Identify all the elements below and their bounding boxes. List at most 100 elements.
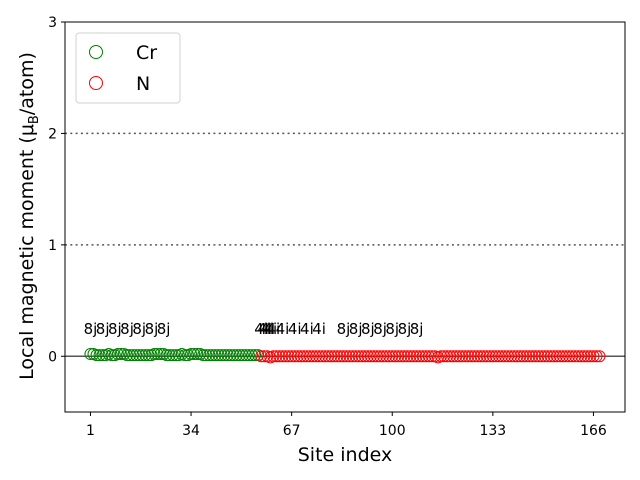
- data-point: [410, 350, 423, 363]
- data-point: [215, 349, 228, 362]
- data-point: [142, 349, 155, 362]
- data-point: [203, 349, 216, 362]
- data-point: [584, 350, 597, 363]
- data-point: [581, 350, 594, 363]
- data-point: [169, 349, 182, 362]
- data-point: [529, 350, 542, 363]
- y-tick-label: 1: [48, 238, 57, 254]
- data-point: [258, 350, 271, 363]
- data-point: [331, 350, 344, 363]
- y-tick-label: 2: [48, 126, 57, 142]
- data-point: [578, 350, 591, 363]
- data-point: [93, 349, 106, 362]
- data-point: [380, 350, 393, 363]
- data-point: [587, 350, 600, 363]
- y-tick-label: 0: [48, 349, 57, 365]
- annotation: 4i: [267, 320, 281, 338]
- annotation: 4i: [300, 320, 314, 338]
- data-point: [297, 350, 310, 363]
- x-tick-label: 100: [379, 423, 406, 439]
- data-point: [593, 350, 606, 363]
- data-point: [502, 350, 515, 363]
- data-point: [303, 350, 316, 363]
- data-point: [407, 350, 420, 363]
- data-point: [419, 350, 432, 363]
- annotation: 8j: [157, 320, 171, 338]
- data-point: [386, 350, 399, 363]
- data-point: [404, 350, 417, 363]
- data-point: [267, 350, 280, 363]
- data-point: [136, 349, 149, 362]
- data-point: [249, 349, 262, 362]
- data-point: [163, 349, 176, 362]
- data-point: [316, 350, 329, 363]
- legend-frame: [75, 32, 181, 104]
- data-point: [346, 350, 359, 363]
- data-point: [398, 350, 411, 363]
- data-point: [523, 350, 536, 363]
- data-point: [151, 348, 164, 361]
- x-axis-label: Site index: [298, 444, 393, 466]
- data-point: [105, 349, 118, 362]
- data-point: [124, 349, 137, 362]
- data-point: [200, 349, 213, 362]
- data-point: [255, 350, 268, 363]
- data-point: [114, 348, 127, 361]
- data-point: [282, 350, 295, 363]
- annotation: 8j: [120, 320, 134, 338]
- data-point: [227, 349, 240, 362]
- data-point: [511, 350, 524, 363]
- data-point: [288, 350, 301, 363]
- data-point: [270, 350, 283, 363]
- data-point: [477, 350, 490, 363]
- y-label-sub: B: [27, 115, 42, 124]
- data-point: [450, 350, 463, 363]
- data-point: [590, 350, 603, 363]
- data-point: [544, 350, 557, 363]
- data-point: [535, 350, 548, 363]
- annotation: 4i: [288, 320, 302, 338]
- data-point: [474, 350, 487, 363]
- data-point: [185, 348, 198, 361]
- annotation: 4i: [263, 320, 277, 338]
- data-point: [495, 350, 508, 363]
- data-point: [560, 350, 573, 363]
- data-point: [563, 350, 576, 363]
- data-point: [444, 350, 457, 363]
- y-tick-label: 3: [48, 15, 57, 31]
- data-point: [575, 350, 588, 363]
- data-point: [242, 349, 255, 362]
- data-point: [139, 349, 152, 362]
- legend: Cr N: [75, 32, 181, 104]
- data-point: [508, 350, 521, 363]
- data-point: [148, 348, 161, 361]
- data-point: [441, 350, 454, 363]
- data-point: [358, 350, 371, 363]
- data-point: [425, 350, 438, 363]
- data-point: [547, 350, 560, 363]
- plot-frame: [64, 21, 626, 413]
- data-point: [209, 349, 222, 362]
- annotation: 8j: [373, 320, 387, 338]
- data-point: [371, 350, 384, 363]
- data-point: [389, 350, 402, 363]
- data-point: [337, 350, 350, 363]
- data-point: [486, 350, 499, 363]
- data-point: [133, 349, 146, 362]
- data-point: [294, 350, 307, 363]
- data-point: [239, 349, 252, 362]
- annotation: 8j: [385, 320, 399, 338]
- data-point: [291, 350, 304, 363]
- data-point: [572, 350, 585, 363]
- data-point: [352, 350, 365, 363]
- data-point: [367, 350, 380, 363]
- data-point: [191, 348, 204, 361]
- data-point: [322, 350, 335, 363]
- data-point: [127, 349, 140, 362]
- data-point: [154, 348, 167, 361]
- annotation: 4i: [276, 320, 290, 338]
- annotation: 8j: [398, 320, 412, 338]
- data-point: [566, 350, 579, 363]
- data-point: [349, 350, 362, 363]
- legend-label: Cr: [136, 42, 157, 64]
